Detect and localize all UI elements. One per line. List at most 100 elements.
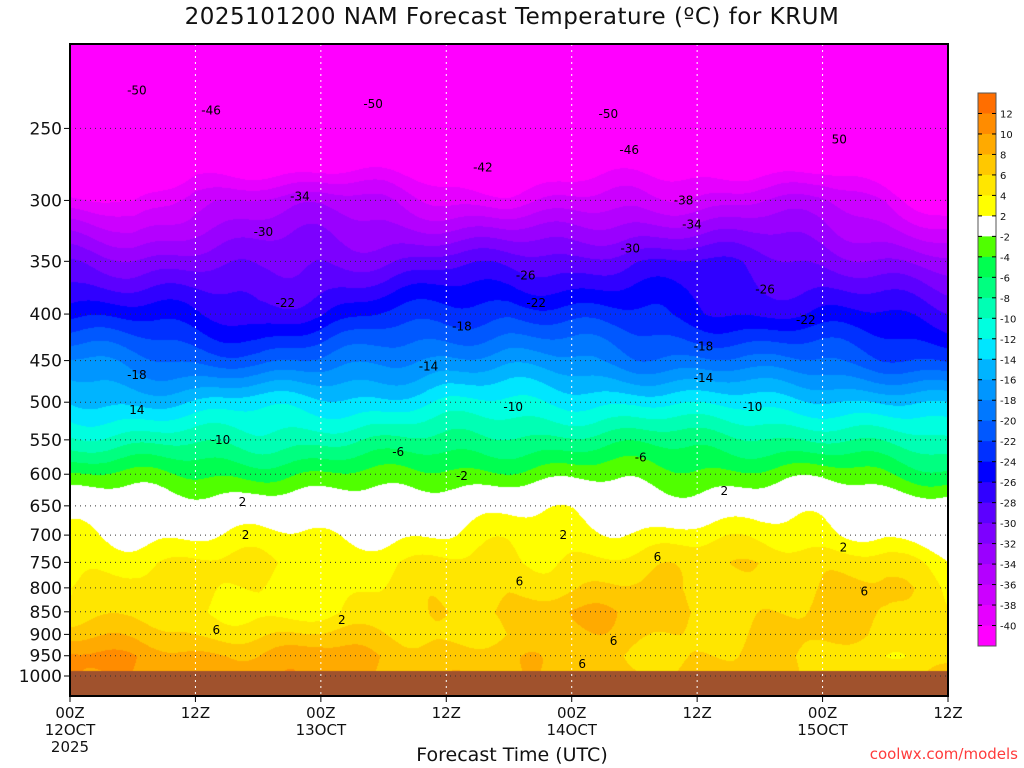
x-tick-label: 2025 [51, 738, 89, 756]
colorbar-frame [977, 92, 997, 647]
x-tick-label: 00Z [557, 704, 586, 722]
contour-label: 6 [516, 574, 524, 588]
contour-label: -14 [694, 371, 714, 385]
colorbar-label: -20 [1000, 417, 1016, 428]
contour-label: 2 [840, 540, 848, 554]
y-tick-label: 1000 [19, 667, 62, 687]
colorbar-label: 2 [1000, 212, 1006, 223]
contour-label: -26 [516, 269, 536, 283]
colorbar: 12 10 8 6 4 2 -2 -4 -6 -8 -10 -12 -14 -16 -18 -20 -22 -24… [977, 92, 1016, 647]
contour-label: -50 [127, 83, 147, 97]
contour-label: 50 [832, 132, 847, 146]
colorbar-swatch [978, 133, 996, 155]
contour-label: -2 [456, 469, 468, 483]
y-tick-label: 250 [30, 119, 62, 139]
contour-label: -18 [694, 339, 714, 353]
contour-label: -14 [419, 360, 439, 374]
colorbar-label: -6 [1000, 273, 1010, 284]
y-tick-label: 900 [30, 625, 62, 645]
x-tick-label: 13OCT [296, 721, 347, 739]
colorbar-label: 10 [1000, 130, 1013, 141]
colorbar-swatch [978, 543, 996, 565]
colorbar-swatch [978, 93, 996, 114]
temperature-field-heatmap [70, 44, 948, 696]
colorbar-swatch [978, 297, 996, 319]
contour-label: -42 [473, 160, 493, 174]
colorbar-swatch [978, 584, 996, 606]
colorbar-label: 12 [1000, 109, 1013, 120]
contour-label: 2 [720, 484, 728, 498]
contour-label: 6 [578, 657, 586, 671]
colorbar-swatch [978, 420, 996, 442]
colorbar-swatch [978, 359, 996, 381]
contour-label: 14 [129, 403, 144, 417]
contour-label: -34 [290, 189, 310, 203]
y-tick-label: 300 [30, 191, 62, 211]
x-tick-label: 12Z [682, 704, 711, 722]
contour-label: 2 [338, 613, 346, 627]
colorbar-label: -8 [1000, 294, 1010, 305]
y-tick-label: 450 [30, 352, 62, 372]
contour-label: -38 [674, 193, 694, 207]
colorbar-label: -36 [1000, 581, 1016, 592]
contour-label: 6 [654, 550, 662, 564]
contour-label: 2 [242, 528, 250, 542]
x-tick-label: 12OCT [45, 721, 96, 739]
colorbar-label: -4 [1000, 253, 1010, 264]
y-tick-label: 850 [30, 603, 62, 623]
contour-label: -22 [526, 296, 546, 310]
y-tick-label: 750 [30, 553, 62, 573]
y-tick-label: 650 [30, 497, 62, 517]
colorbar-swatch [978, 215, 996, 237]
colorbar-label: -16 [1000, 376, 1016, 387]
contour-label: -50 [598, 107, 618, 121]
y-tick-label: 700 [30, 526, 62, 546]
colorbar-swatch [978, 338, 996, 360]
y-tick-label: 800 [30, 579, 62, 599]
colorbar-swatch [978, 502, 996, 524]
contour-label: -10 [211, 433, 231, 447]
colorbar-label: -18 [1000, 396, 1016, 407]
y-tick-label: 500 [30, 393, 62, 413]
colorbar-label: -22 [1000, 437, 1016, 448]
contour-label: -50 [363, 97, 383, 111]
colorbar-label: -12 [1000, 335, 1016, 346]
x-tick-label: 14OCT [546, 721, 597, 739]
contour-label: -10 [503, 400, 523, 414]
colorbar-label: 8 [1000, 150, 1006, 161]
colorbar-swatch [978, 605, 996, 627]
contour-label: -22 [796, 313, 816, 327]
contour-label: 6 [213, 623, 221, 637]
contour-label: 6 [610, 634, 618, 648]
colorbar-swatch [978, 195, 996, 217]
colorbar-swatch [978, 379, 996, 401]
x-tick-label: 00Z [55, 704, 84, 722]
contour-label: 2 [239, 495, 247, 509]
colorbar-label: -30 [1000, 519, 1016, 530]
x-tick-label: 00Z [808, 704, 837, 722]
x-axis-title: Forecast Time (UTC) [416, 744, 608, 766]
colorbar-swatch [978, 564, 996, 586]
y-tick-label: 350 [30, 252, 62, 272]
plot-frame [69, 43, 949, 697]
colorbar-swatch [978, 277, 996, 299]
colorbar-swatch [978, 400, 996, 422]
contour-label: -18 [127, 368, 147, 382]
colorbar-label: -28 [1000, 499, 1016, 510]
contour-label: -22 [276, 296, 296, 310]
x-tick-label: 12Z [181, 704, 210, 722]
colorbar-swatch [978, 256, 996, 278]
colorbar-swatch [978, 625, 996, 647]
contour-label: -34 [682, 218, 702, 232]
contour-label: -46 [201, 104, 221, 118]
colorbar-swatch [978, 236, 996, 258]
colorbar-label: -40 [1000, 622, 1016, 633]
x-tick-label: 15OCT [797, 721, 848, 739]
credit-link[interactable]: coolwx.com/models [869, 745, 1018, 763]
colorbar-label: -34 [1000, 560, 1016, 571]
contour-label: -6 [392, 445, 404, 459]
colorbar-label: -32 [1000, 540, 1016, 551]
colorbar-label: -24 [1000, 458, 1016, 469]
colorbar-swatch [978, 174, 996, 196]
